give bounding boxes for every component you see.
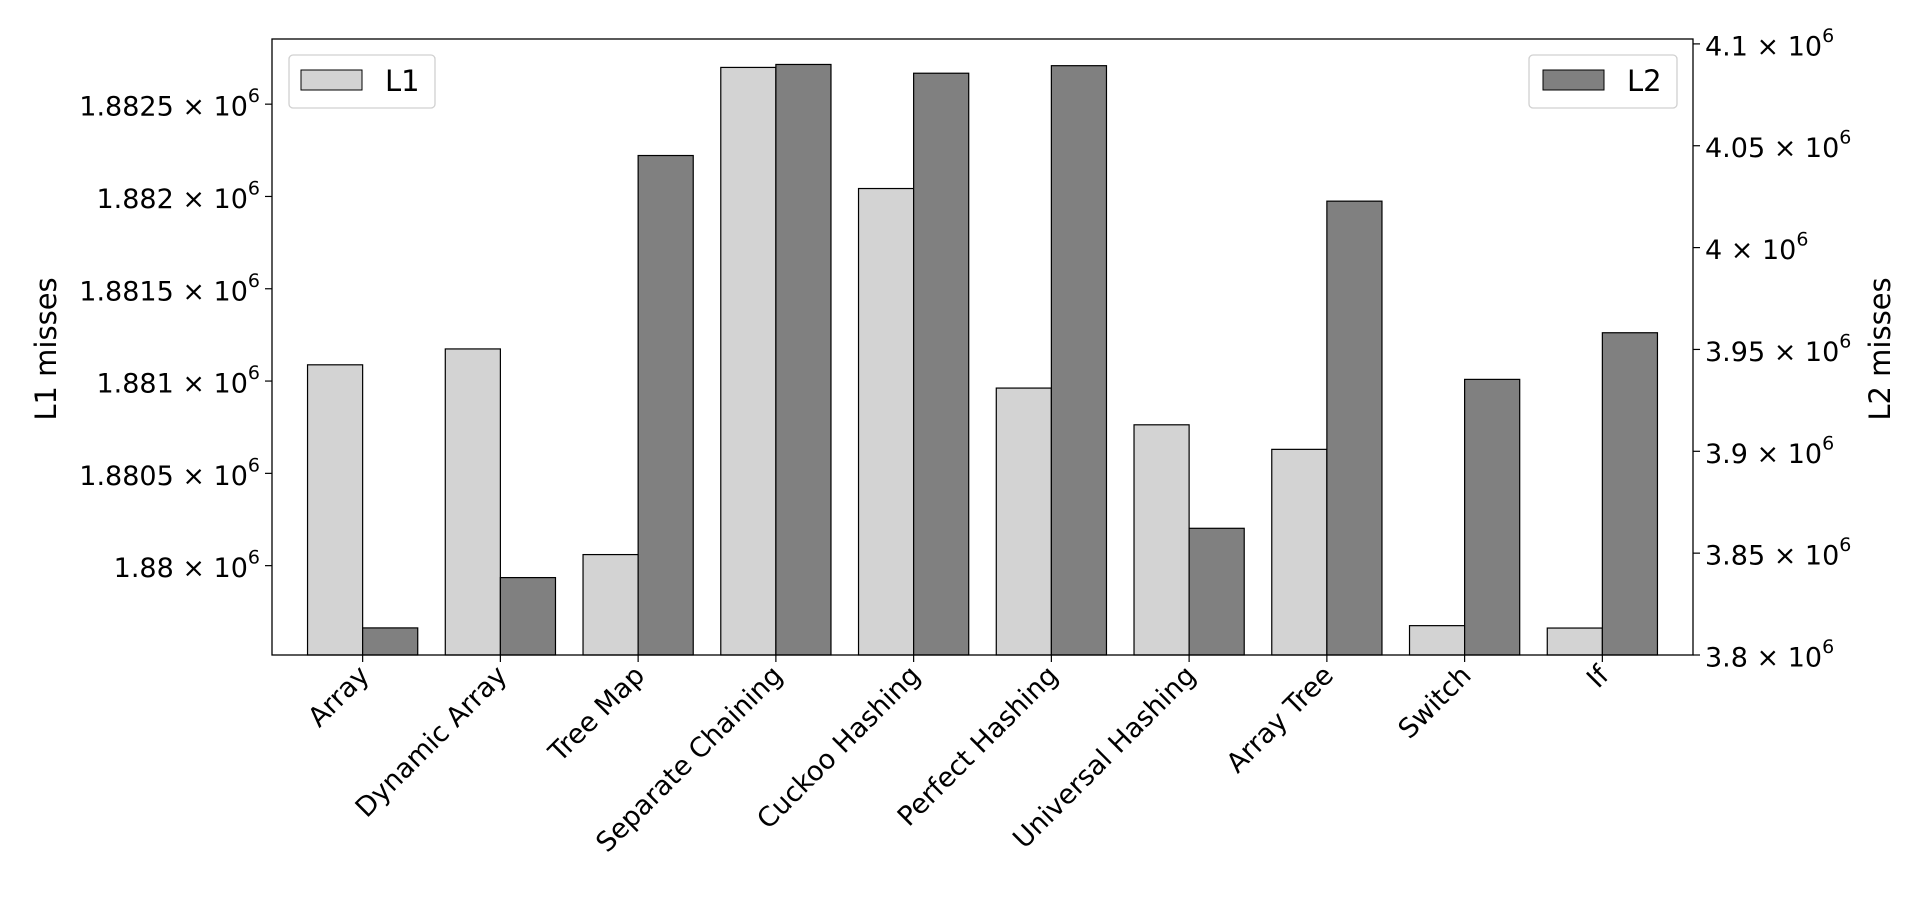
bar-l1-if	[1546, 627, 1603, 656]
y-tick-label: 1.88 × 106	[114, 546, 260, 584]
plot-frame	[271, 38, 1694, 656]
bar-l2-array-tree	[1326, 200, 1383, 656]
x-tick-label: Dynamic Array	[350, 660, 514, 824]
bar-l1-universal-hashing	[1133, 424, 1190, 656]
y-right-tick-label: 3.85 × 106	[1705, 534, 1851, 572]
y-tick-label: 1.8805 × 106	[79, 454, 260, 492]
bar-l2-dynamic-array	[499, 576, 557, 656]
legend-label-l1: L1	[385, 64, 420, 98]
bar-l1-tree-map	[582, 553, 639, 656]
y-tick-label: 1.881 × 106	[96, 362, 260, 400]
y-right-tick-label: 4.05 × 106	[1705, 126, 1851, 164]
y-right-tick-label: 3.9 × 106	[1705, 432, 1834, 470]
y-axis-label-right: L2 misses	[1863, 277, 1897, 420]
x-tick-label: If	[1581, 659, 1616, 694]
x-tick-label: Tree Map	[542, 660, 651, 769]
bar-l1-separate-chaining	[720, 66, 777, 656]
y-tick-label: 1.8815 × 106	[79, 269, 260, 307]
legend-swatch-l1	[300, 69, 363, 91]
x-tick-label: Array	[302, 660, 375, 733]
bar-l1-array	[306, 364, 364, 656]
bar-l2-separate-chaining	[775, 63, 832, 656]
y-axis-right: 3.8 × 106 3.85 × 106 3.9 × 106 3.95 × 106 4 …	[1693, 24, 1851, 674]
x-tick-label: Array Tree	[1221, 660, 1340, 779]
y-tick-label: 1.8825 × 106	[79, 85, 260, 123]
bar-l1-cuckoo-hashing	[857, 187, 915, 656]
y-axis-left: 1.88 × 106 1.8805 × 106 1.881 × 106 1.8815 …	[79, 85, 272, 584]
bar-l2-if	[1601, 332, 1659, 656]
bar-l2-universal-hashing	[1188, 527, 1245, 656]
legend-l1: L1	[288, 54, 436, 109]
bar-l1-switch	[1408, 625, 1466, 656]
legend-l2: L2	[1528, 54, 1678, 109]
bars-layer	[306, 63, 1659, 656]
bar-l2-tree-map	[637, 154, 694, 656]
y-axis-label-left: L1 misses	[29, 277, 63, 420]
bar-l1-perfect-hashing	[995, 387, 1052, 656]
y-right-tick-label: 3.8 × 106	[1705, 636, 1834, 674]
bar-l2-cuckoo-hashing	[913, 72, 970, 656]
bar-l1-dynamic-array	[444, 348, 501, 656]
y-right-tick-label: 3.95 × 106	[1705, 330, 1851, 368]
y-right-tick-label: 4 × 106	[1705, 228, 1808, 266]
legend-swatch-l2	[1542, 69, 1605, 91]
y-tick-label: 1.882 × 106	[96, 177, 260, 215]
legend-label-l2: L2	[1627, 64, 1662, 98]
y-right-tick-label: 4.1 × 106	[1705, 24, 1834, 62]
bar-l2-array	[362, 627, 419, 656]
bar-l2-switch	[1464, 378, 1521, 656]
x-tick-label: Switch	[1393, 660, 1478, 745]
bar-l1-array-tree	[1271, 448, 1328, 656]
bar-l2-perfect-hashing	[1050, 65, 1108, 656]
